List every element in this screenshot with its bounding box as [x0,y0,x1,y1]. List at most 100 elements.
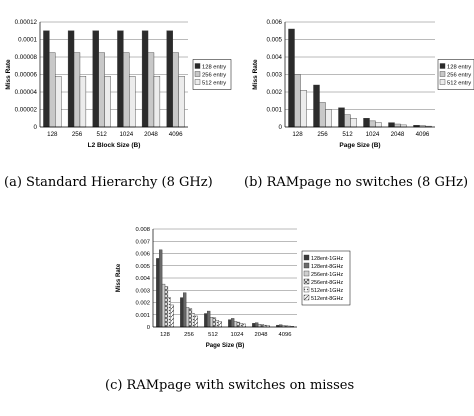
y-tick-label: 0.005 [135,264,150,270]
legend-label: 128 entry [447,65,471,71]
bar [188,308,193,328]
legend-label: 128 entry [202,65,226,71]
bar [164,286,169,328]
bar [294,74,301,128]
chart-b: 0 0.001 0.002 0.003 0.004 0.005 0.006 128 256 512… [252,19,474,149]
x-tick-label: 256 [184,332,194,338]
legend-label: 128ent-1GHz [311,256,343,262]
bar [239,323,243,328]
bar [218,321,222,328]
bar [98,52,105,128]
bar [231,318,235,328]
bar [156,258,160,328]
y-axis-title: Miss Rate [5,59,12,90]
chart-c: 0 0.001 0.002 0.003 0.004 0.005 0.006 0.007 0.00… [115,227,351,349]
bar [129,76,136,128]
y-axis-title: Miss Rate [115,263,122,292]
bar [183,292,187,328]
x-tick-label: 256 [317,131,328,138]
bar [236,321,241,328]
bar [191,313,195,328]
bar [123,52,130,128]
x-axis-title: L2 Block Size (B) [88,142,141,149]
bar [394,123,401,128]
y-tick-label: 0.00002 [15,107,38,114]
y-tick-label: 0.007 [135,239,150,245]
bar [369,120,376,128]
y-tick-label: 0.004 [267,54,283,61]
bar [209,317,214,328]
bar [313,84,320,128]
y-tick-label: 0 [147,325,150,331]
bar [228,319,232,328]
bar [204,313,208,328]
bar [49,52,56,128]
caption-b: (b) RAMpage no switches (8 GHz) [244,175,469,190]
x-tick-label: 128 [47,131,58,138]
legend-swatch [439,79,446,85]
bar [147,52,155,128]
x-axis-title: Page Size (B) [206,342,245,349]
legend-label: 256 entry [447,73,471,79]
bar [141,30,149,128]
bar [172,52,179,128]
legend-swatch [439,63,446,69]
caption-a: (a) Standard Hierarchy (8 GHz) [4,175,213,190]
x-tick-label: 512 [342,131,353,138]
legend-swatch [194,79,201,85]
legend-label: 512ent-8GHz [311,296,343,302]
bar [55,76,62,128]
legend-swatch [194,63,201,69]
bar [170,304,174,328]
y-axis-title: Miss Rate [252,59,259,90]
caption-c: (c) RAMpage with switches on misses [105,378,355,393]
y-tick-label: 0.001 [267,107,283,114]
y-tick-label: 0.00012 [15,19,38,26]
legend-swatch [439,71,446,77]
y-tick-label: 0.003 [135,288,150,294]
x-tick-label: 4096 [169,131,183,138]
x-tick-label: 1024 [119,131,133,138]
bar [215,320,219,328]
chart-a: 0 0.00002 0.00004 0.00006 0.00008 0.0001 0.000… [5,19,232,149]
legend-swatch [194,71,201,77]
bar [350,118,357,128]
x-tick-label: 1024 [231,332,245,338]
y-tick-label: 0.005 [267,37,283,44]
bar [344,114,351,128]
x-axis-title: Page Size (B) [339,142,380,149]
y-tick-label: 0.00006 [15,72,38,79]
bar [288,28,295,128]
legend-label: 256ent-1GHz [311,272,343,278]
y-tick-label: 0.0001 [18,37,37,44]
x-tick-label: 128 [292,131,303,138]
x-tick-label: 128 [160,332,170,338]
bar [73,52,81,128]
y-tick-label: 0.002 [267,89,283,96]
legend-swatch [303,270,310,277]
x-tick-label: 256 [72,131,83,138]
legend-label: 256 entry [202,73,226,79]
bar [319,102,326,128]
legend-swatch [303,262,310,269]
legend-swatch [303,286,310,293]
y-tick-label: 0.008 [135,227,150,233]
bar [67,30,75,128]
bar [233,321,238,328]
bar [257,324,262,328]
legend-label: 512ent-1GHz [311,288,343,294]
bar [242,323,246,328]
bar [185,307,190,328]
y-tick-label: 0 [34,124,38,131]
bar [161,283,166,328]
bar [207,310,211,328]
bar [212,317,217,328]
y-tick-label: 0 [279,124,283,131]
bar [159,249,163,328]
bar [180,297,184,328]
x-tick-label: 2048 [255,332,268,338]
bar [153,76,161,128]
bar [260,324,265,328]
